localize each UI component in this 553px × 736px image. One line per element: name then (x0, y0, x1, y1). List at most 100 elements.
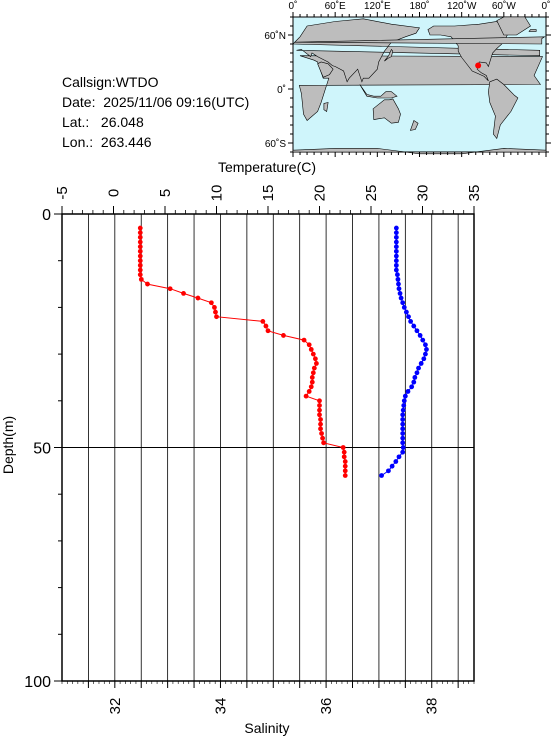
salinity-data-point (393, 253, 399, 259)
salinity-data-point (393, 248, 399, 254)
temperature-data-point (137, 267, 143, 273)
map-longitude-label: 180˚ (409, 0, 429, 12)
land-japan (384, 48, 394, 62)
temperature-data-point (320, 435, 325, 441)
salinity-data-point (416, 365, 421, 371)
temperature-data-point (263, 323, 269, 329)
latitude-line: Lat.: 26.048 (62, 114, 144, 130)
map-longitude-labels: 0˚ 60˚E 120˚E 180˚ 120˚W 60˚W 0˚ (289, 0, 551, 12)
temperature-data-point (181, 290, 186, 296)
salinity-data-point (401, 398, 407, 404)
lat-value: 26.048 (100, 114, 144, 130)
salinity-data-point (403, 309, 409, 315)
salinity-data-point (417, 333, 423, 338)
salinity-data-point (408, 319, 414, 324)
temperature-data-point (137, 244, 143, 250)
land-madagascar (323, 102, 329, 113)
temperature-data-point (309, 379, 315, 385)
salinity-data-point (411, 323, 417, 329)
salinity-data-point (400, 300, 406, 306)
map-longitude-label: 120˚W (447, 0, 477, 12)
temperature-data-point (308, 384, 314, 390)
salinity-data-point (406, 314, 411, 320)
salinity-data-point (393, 267, 399, 273)
temperature-data-point (342, 468, 348, 474)
salinity-profile-line (381, 228, 428, 476)
date-line: Date: 2025/11/06 09:16(UTC) (62, 94, 249, 110)
salinity-data-point (400, 440, 406, 446)
salinity-data-point (389, 463, 395, 469)
callsign-text: Callsign:WTDO (62, 74, 159, 90)
land-new-zealand (409, 120, 419, 131)
salinity-data-point (401, 403, 407, 408)
salinity-data-point (400, 426, 406, 432)
date-label: Date: (62, 94, 96, 110)
temperature-data-point (309, 375, 315, 380)
temperature-tick-label: 35 (466, 185, 483, 202)
salinity-data-point (400, 421, 406, 427)
map-latitude-label: 60˚N (264, 30, 286, 42)
salinity-axis-title: Salinity (244, 720, 289, 736)
temperature-data-point (212, 305, 217, 310)
date-value: 2025/11/06 09:16(UTC) (103, 94, 250, 110)
temperature-data-point (265, 328, 271, 334)
plot-frame (61, 213, 475, 682)
station-location-marker (475, 62, 482, 69)
map-latitude-labels: 60˚N 0˚ 60˚S (264, 30, 286, 150)
lon-label: Lon.: (62, 134, 94, 150)
salinity-data-point (393, 262, 399, 268)
temperature-data-point (342, 459, 348, 464)
temperature-data-point (314, 361, 319, 366)
depth-axis-title: Depth(m) (0, 416, 16, 474)
temperature-data-point (317, 407, 322, 413)
temperature-data-point (213, 309, 218, 315)
temperature-data-point (312, 356, 318, 362)
salinity-data-point (400, 435, 406, 441)
temperature-data-point (310, 370, 316, 376)
salinity-data-point (386, 468, 391, 474)
temperature-data-point (306, 389, 312, 394)
temperature-data-point (303, 393, 309, 399)
salinity-data-point (393, 459, 399, 464)
depth-tick-label: 0 (42, 207, 51, 224)
temperature-data-point (306, 342, 312, 348)
callsign-line: Callsign:WTDO (62, 74, 158, 90)
temperature-data-point (341, 449, 347, 455)
salinity-data-point (393, 230, 399, 236)
temperature-tick-label: 30 (415, 185, 432, 202)
temperature-axis-title: Temperature(C) (218, 159, 316, 175)
salinity-data-point (379, 473, 384, 478)
salinity-data-point (401, 305, 407, 310)
salinity-data-point (393, 244, 399, 250)
salinity-tick-label: 32 (107, 698, 124, 715)
salinity-data-point (411, 379, 417, 385)
temperature-tick-label: 5 (157, 189, 174, 197)
salinity-tick-label: 38 (424, 698, 441, 715)
land-europe-asia (292, 18, 541, 83)
map-longitude-label: 0˚ (289, 0, 298, 12)
map-latitude-label: 60˚S (265, 138, 286, 150)
map-landmasses (292, 16, 547, 155)
temperature-data-point (260, 319, 266, 324)
salinity-data-point (420, 337, 426, 343)
temperature-data-point (208, 300, 214, 306)
salinity-data-point (393, 234, 399, 240)
salinity-data-point (395, 272, 400, 278)
salinity-axis: 32 34 36 38 (61, 681, 475, 715)
lat-label: Lat.: (62, 114, 90, 130)
temperature-data-point (301, 337, 307, 343)
salinity-data-point (393, 225, 399, 231)
map-longitude-label: 60˚E (325, 0, 346, 12)
temperature-tick-label: 15 (260, 185, 277, 202)
salinity-data-point (414, 328, 420, 334)
longitude-line: Lon.: 263.446 (62, 134, 152, 150)
temperature-data-point (214, 314, 219, 320)
salinity-data-point (396, 286, 402, 292)
temperature-data-point (137, 272, 143, 278)
temperature-data-point (137, 253, 143, 259)
depth-axis: 0 50 100 (24, 207, 62, 691)
salinity-data-point (396, 281, 401, 287)
land-iceland (528, 29, 537, 32)
temperature-tick-label: 20 (312, 185, 329, 202)
salinity-data-point (396, 454, 402, 460)
